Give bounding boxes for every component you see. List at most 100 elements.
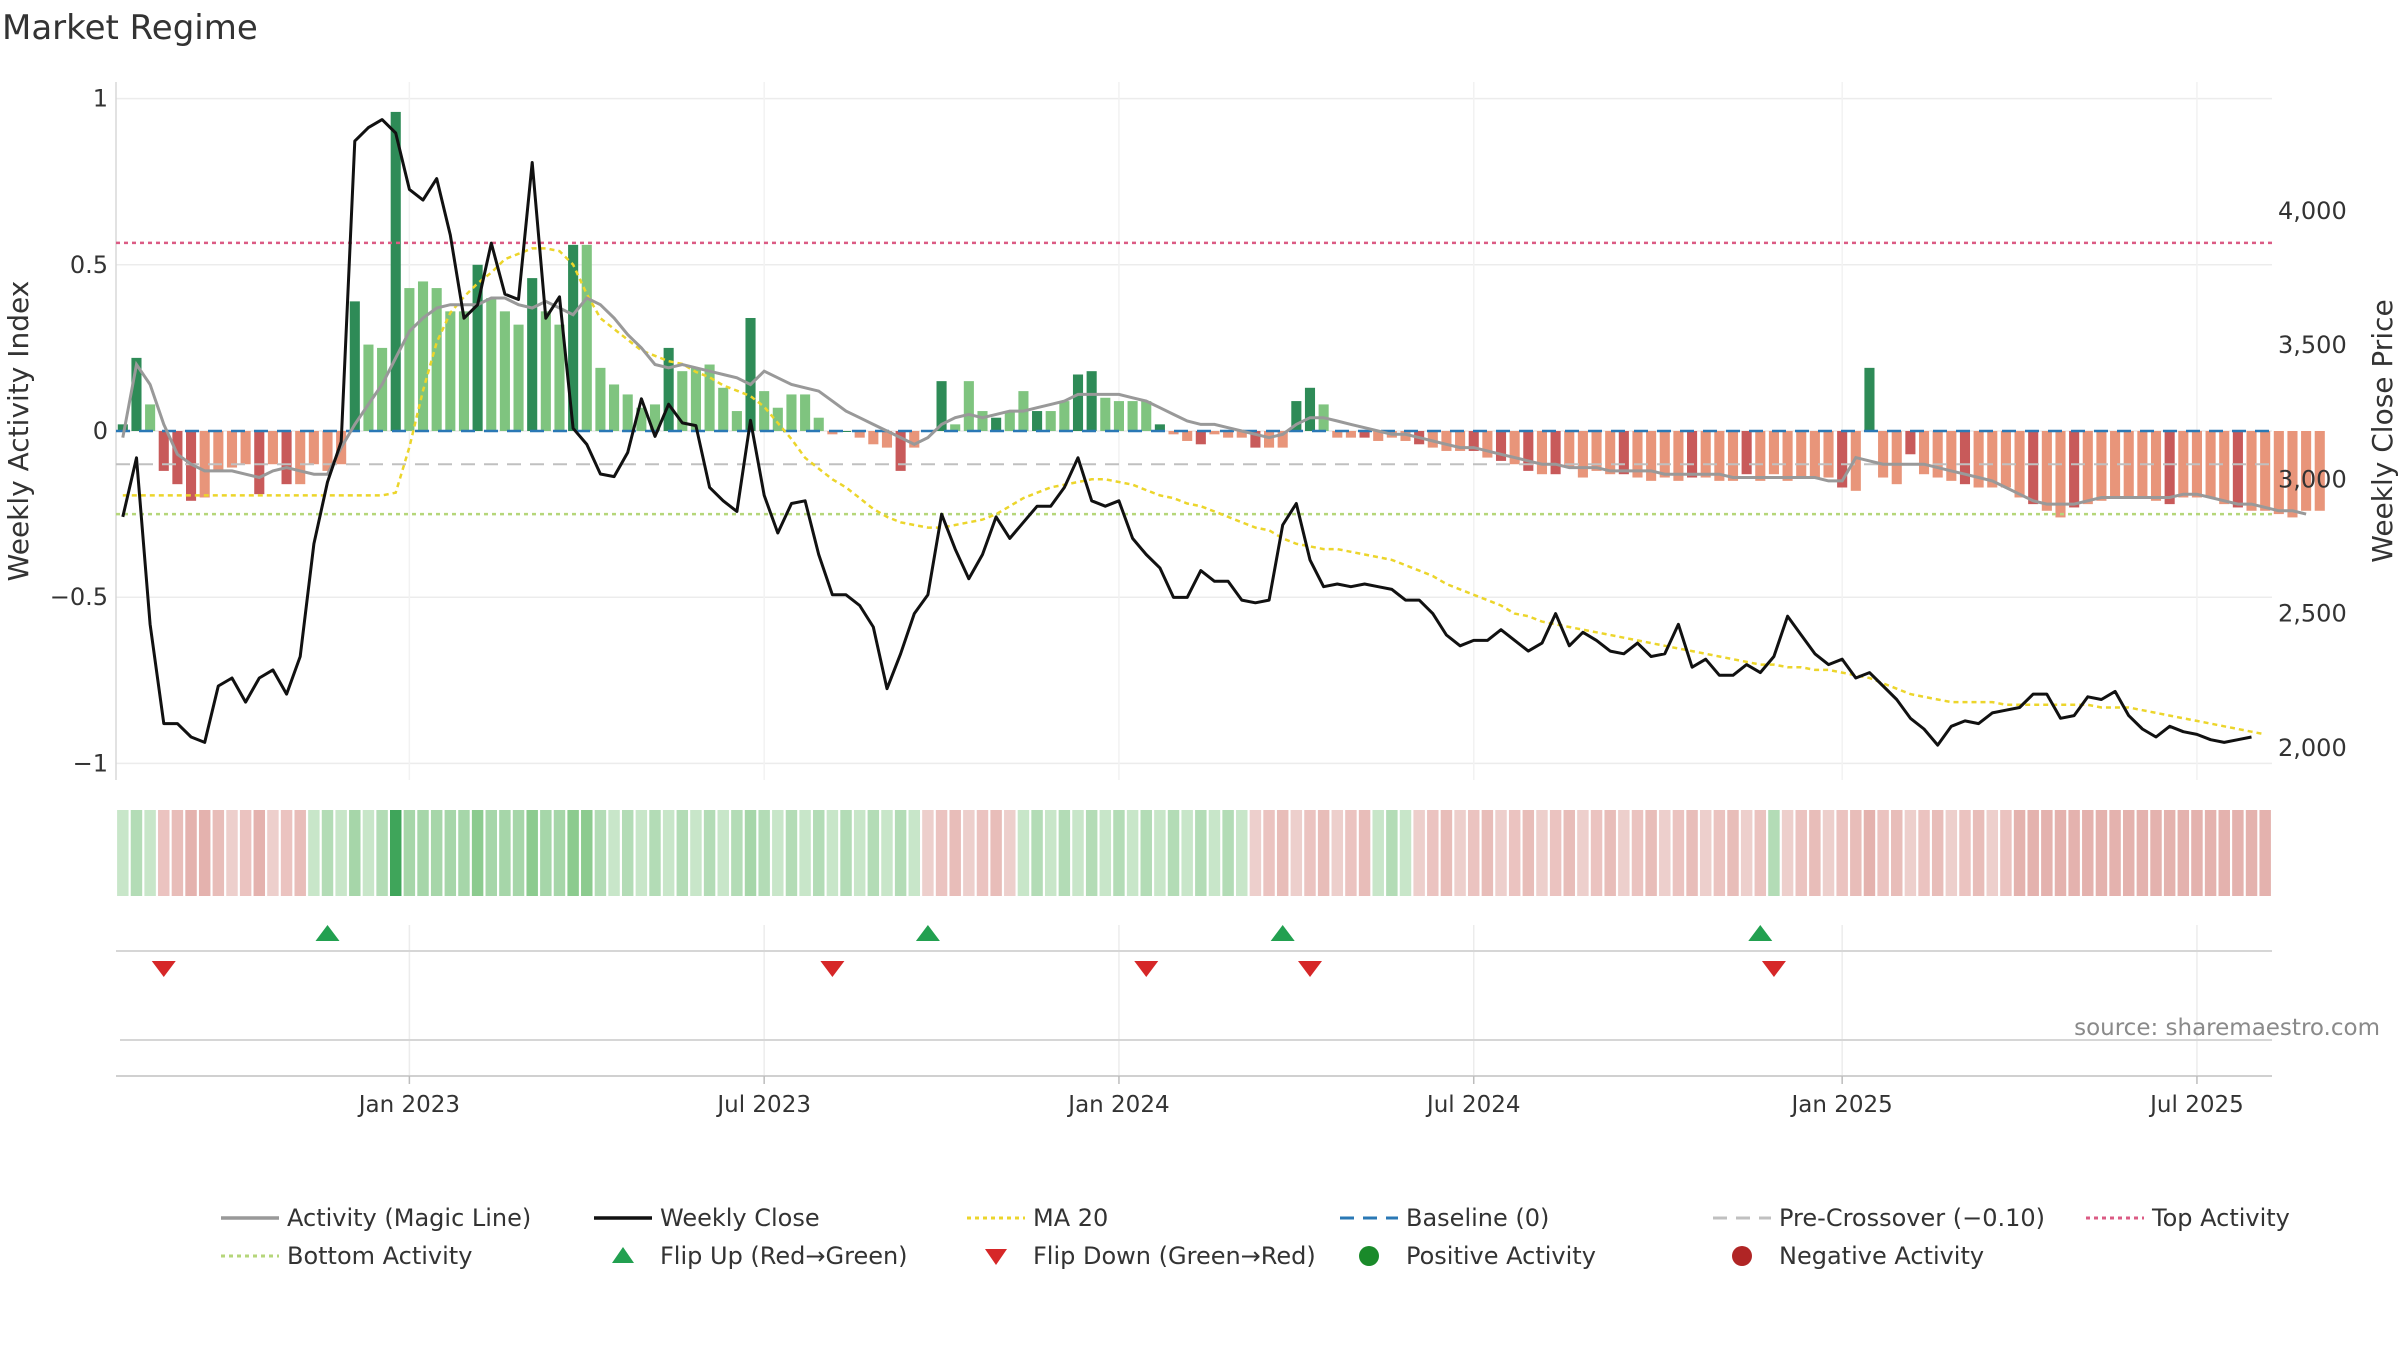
activity-bar — [404, 288, 415, 431]
y-right-axis-label: Weekly Close Price — [2366, 299, 2399, 562]
activity-bar — [2110, 431, 2121, 498]
activity-bar — [2219, 431, 2230, 505]
chart-title: Market Regime — [2, 8, 258, 48]
activity-bar — [731, 411, 742, 431]
activity-bar — [909, 431, 920, 448]
regime-cell — [2082, 810, 2094, 896]
regime-cell — [567, 810, 579, 896]
regime-cell — [2191, 810, 2203, 896]
regime-cell — [1959, 810, 1971, 896]
regime-cell — [1222, 810, 1234, 896]
regime-cell — [1427, 810, 1439, 896]
regime-cell — [226, 810, 238, 896]
regime-cell — [2259, 810, 2271, 896]
legend-label: Flip Up (Red→Green) — [660, 1242, 908, 1270]
regime-cell — [512, 810, 525, 896]
regime-cell — [1454, 810, 1466, 896]
regime-cell — [581, 810, 593, 896]
flip-down-marker — [1761, 961, 1786, 977]
activity-bar — [991, 417, 1002, 431]
source-label: source: sharemaestro.com — [2074, 1015, 2380, 1041]
regime-cell — [390, 810, 402, 896]
positive-activity-icon — [1359, 1246, 1379, 1266]
activity-bar — [240, 431, 251, 465]
activity-bar — [636, 407, 647, 431]
activity-bar — [1400, 431, 1411, 441]
regime-cell — [376, 810, 388, 896]
regime-cell — [1304, 810, 1316, 896]
activity-bar — [1727, 431, 1739, 481]
regime-cell — [1590, 810, 1603, 896]
activity-bar — [963, 381, 974, 431]
activity-bar — [2041, 431, 2052, 511]
regime-cell — [1263, 810, 1275, 896]
activity-bar — [1823, 431, 1834, 478]
regime-cell — [1931, 810, 1944, 896]
flip-up-icon — [612, 1247, 634, 1263]
activity-bar — [199, 431, 210, 498]
regime-cell — [799, 810, 811, 896]
y-tick-label: 1 — [93, 85, 108, 113]
x-tick-label: Jan 2023 — [357, 1092, 460, 1118]
activity-bar — [1687, 431, 1698, 478]
regime-cell — [2013, 810, 2026, 896]
activity-bar — [363, 344, 374, 431]
activity-bar — [1277, 431, 1288, 448]
legend-label: Flip Down (Green→Red) — [1033, 1242, 1316, 1270]
activity-bar — [417, 281, 429, 431]
activity-bar — [1113, 401, 1124, 431]
legend-item-top-activity: Top Activity — [2080, 1203, 2380, 1233]
legend-label: Bottom Activity — [287, 1242, 473, 1270]
activity-bar — [1304, 387, 1316, 431]
regime-cell — [635, 810, 648, 896]
activity-bar — [2014, 431, 2025, 498]
regime-cell — [785, 810, 798, 896]
regime-cell — [717, 810, 729, 896]
flip-down-marker — [1134, 961, 1159, 977]
negative-activity-icon — [1732, 1246, 1752, 1266]
regime-cell — [458, 810, 470, 896]
activity-bar — [1700, 431, 1711, 478]
regime-cell — [130, 810, 143, 896]
regime-cell — [2136, 810, 2149, 896]
activity-bar — [2301, 431, 2312, 511]
regime-cell — [676, 810, 689, 896]
activity-bar — [1236, 431, 1247, 438]
ma20-line — [122, 247, 2266, 736]
activity-bar — [308, 431, 319, 465]
activity-bar — [827, 431, 838, 435]
activity-bar — [745, 317, 756, 431]
activity-bar — [213, 431, 224, 471]
activity-bar — [2069, 431, 2080, 508]
regime-cell — [2150, 810, 2162, 896]
activity-bar — [895, 431, 906, 471]
activity-bar — [813, 417, 824, 431]
activity-bar — [322, 431, 333, 471]
activity-bar — [1032, 411, 1043, 431]
regime-cell — [1399, 810, 1412, 896]
regime-cell — [2163, 810, 2176, 896]
regime-cell — [239, 810, 252, 896]
activity-bar — [704, 364, 715, 431]
regime-cell — [1918, 810, 1930, 896]
activity-bar — [1878, 431, 1889, 478]
legend-label: Positive Activity — [1406, 1242, 1596, 1270]
activity-bar — [2178, 431, 2189, 498]
regime-cell — [144, 810, 156, 896]
activity-bar — [1646, 431, 1657, 481]
activity-bar — [677, 371, 688, 431]
activity-bar — [609, 384, 620, 431]
regime-cell — [471, 810, 484, 896]
activity-bar — [254, 431, 265, 495]
activity-bar — [663, 347, 674, 431]
legend-label: MA 20 — [1033, 1204, 1109, 1232]
activity-bar — [390, 111, 401, 432]
regime-cell — [417, 810, 429, 896]
regime-cell — [1140, 810, 1152, 896]
regime-cell — [1822, 810, 1835, 896]
regime-cell — [2218, 810, 2230, 896]
activity-bar — [1441, 431, 1452, 451]
activity-bar — [2096, 431, 2107, 501]
regime-cell — [881, 810, 893, 896]
